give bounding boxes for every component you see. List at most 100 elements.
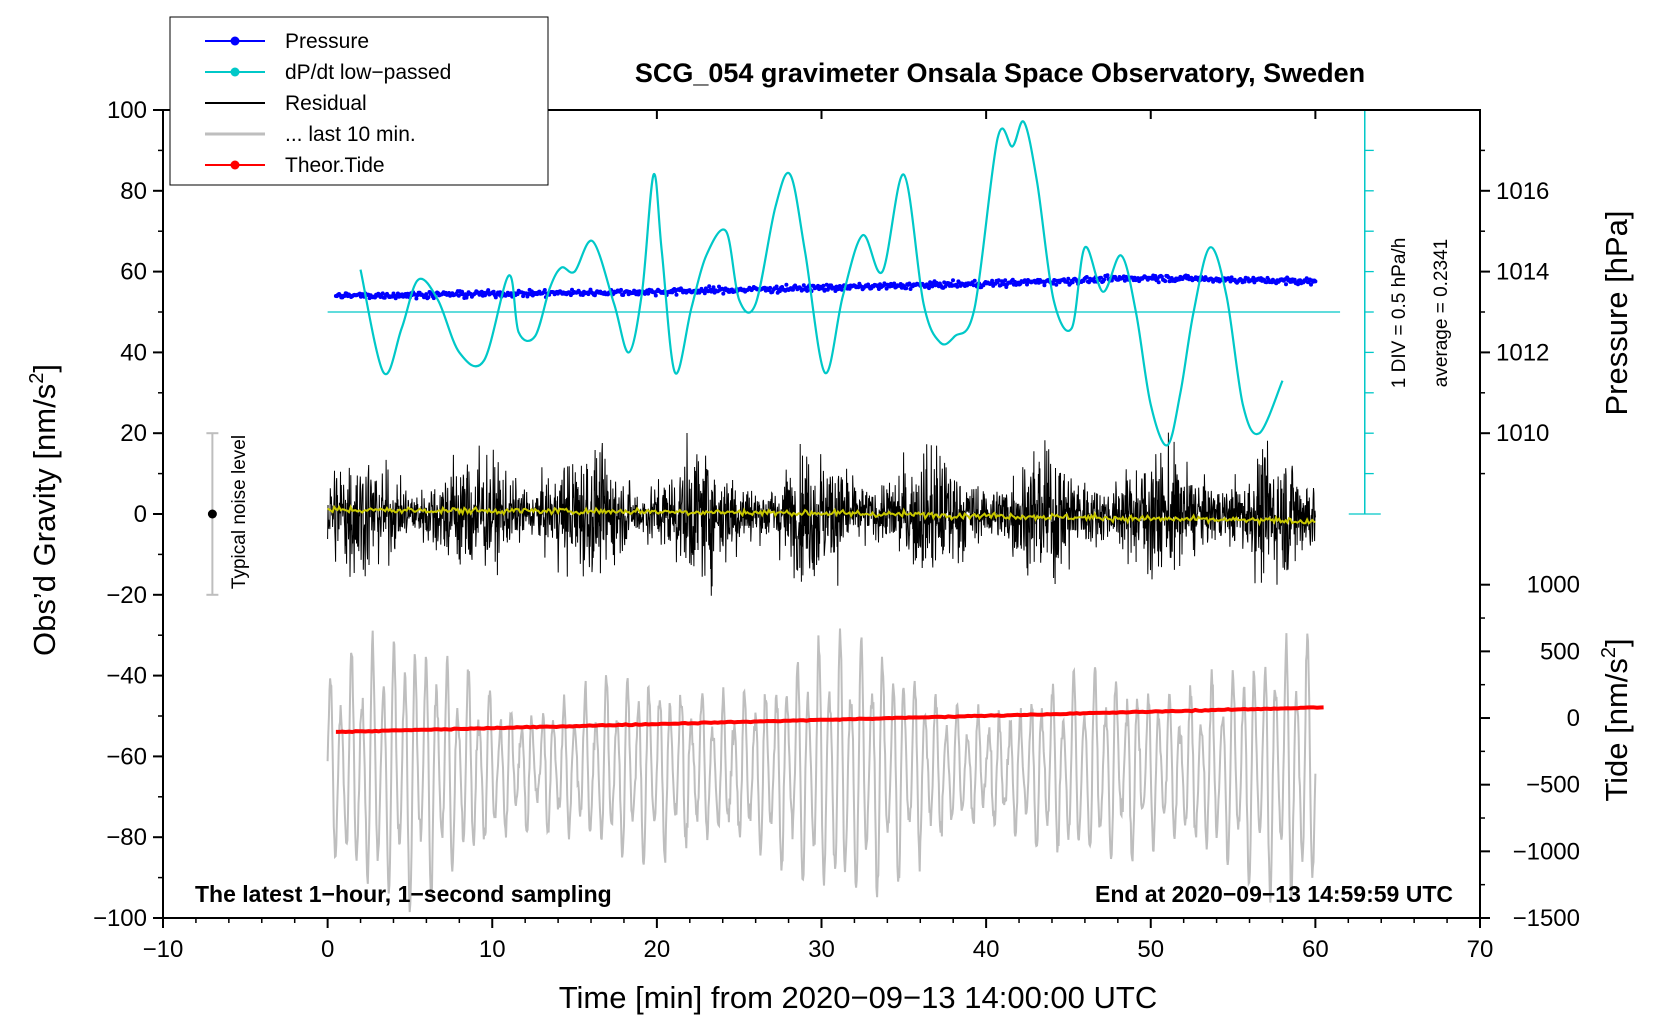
y-tick-label: 40	[120, 339, 147, 366]
pressure-point	[491, 289, 496, 294]
pressure-point	[1066, 276, 1071, 281]
pressure-point	[431, 296, 436, 301]
tide-tick-label: 0	[1567, 705, 1580, 732]
tide-tick-label: −1500	[1513, 905, 1580, 932]
y-tick-label: −100	[93, 905, 147, 932]
legend-label: Pressure	[285, 30, 369, 53]
sampling-note: The latest 1−hour, 1−second sampling	[195, 881, 612, 907]
x-tick-label: 60	[1302, 936, 1329, 963]
average-label: average = 0.2341	[1431, 239, 1452, 387]
y-tick-label: −80	[106, 824, 147, 851]
y-tick-label: 100	[107, 97, 147, 124]
pressure-point	[972, 278, 977, 283]
series-last-10-min	[326, 628, 1317, 913]
series-residual	[327, 432, 1316, 596]
legend-label: Residual	[285, 92, 367, 115]
pressure-point	[653, 293, 658, 298]
legend-label: dP/dt low−passed	[285, 61, 451, 84]
pressure-point	[839, 287, 844, 292]
tide-axis-title-main: Tide [nm/s	[1599, 658, 1634, 802]
pressure-point	[1084, 275, 1089, 279]
series-theor-tide	[335, 705, 1324, 735]
overlay-layer	[206, 109, 1381, 596]
x-tick-label: 40	[973, 936, 1000, 963]
pressure-point	[1003, 278, 1008, 283]
pressure-point	[884, 286, 889, 291]
left-axis-title-tail: ]	[27, 364, 62, 373]
pressure-point	[1284, 282, 1288, 287]
pressure-point	[1186, 274, 1190, 278]
tide-axis-title: Tide [nm/s2]	[1598, 638, 1634, 801]
pressure-point	[1025, 282, 1029, 287]
y-tick-label: 0	[134, 501, 147, 528]
pressure-point	[1166, 275, 1171, 280]
pressure-point	[1002, 282, 1007, 287]
pressure-point	[927, 286, 931, 291]
pressure-point	[542, 288, 547, 292]
pressure-point	[768, 285, 773, 290]
tide-tick-label: −1000	[1513, 838, 1580, 865]
pressure-point	[493, 295, 498, 300]
legend-label: Theor.Tide	[285, 154, 385, 177]
pressure-point	[1065, 280, 1070, 284]
pressure-point	[951, 278, 955, 283]
x-tick-label: 20	[644, 936, 671, 963]
legend-marker	[230, 160, 240, 170]
tide-axis-title-tail: ]	[1599, 638, 1634, 647]
y-tick-label: −20	[106, 582, 147, 609]
series-layer	[326, 273, 1324, 913]
x-tick-label: 50	[1137, 936, 1164, 963]
pressure-point	[777, 289, 782, 294]
y-tick-label: 20	[120, 420, 147, 447]
pressure-point	[1102, 277, 1107, 282]
y-tick-label: 60	[120, 259, 147, 286]
legend-items: Pressure dP/dt low−passed Residual ... last…	[205, 30, 451, 177]
pressure-point	[801, 283, 806, 288]
left-axis-title-main: Obs’d Gravity [nm/s	[27, 384, 62, 656]
series-residual-smoothed	[326, 504, 1316, 527]
left-axis-title-sup: 2	[26, 373, 48, 384]
pressure-point	[498, 290, 503, 295]
left-axis-title: Obs’d Gravity [nm/s2]	[26, 364, 62, 656]
pressure-point	[1042, 283, 1047, 288]
pressure-point	[1309, 282, 1313, 287]
series-pressure	[333, 273, 1318, 301]
pressure-point	[380, 291, 385, 296]
chart-title: SCG_054 gravimeter Onsala Space Observat…	[635, 58, 1365, 88]
pressure-point	[990, 278, 995, 283]
pressure-point	[711, 285, 716, 290]
pressure-point	[1051, 281, 1056, 286]
x-axis-title: Time [min] from 2020−09−13 14:00:00 UTC	[559, 980, 1158, 1015]
pressure-point	[955, 284, 960, 289]
pressure-point	[930, 284, 935, 289]
legend: Pressure dP/dt low−passed Residual ... last…	[169, 16, 549, 186]
pressure-point	[996, 278, 1001, 283]
pressure-point	[1004, 285, 1009, 289]
pressure-point	[414, 296, 419, 301]
pressure-point	[426, 295, 431, 300]
legend-label: ... last 10 min.	[285, 123, 416, 146]
pressure-point	[892, 281, 897, 286]
pressure-tick-label: 1014	[1496, 259, 1549, 286]
pressure-point	[1054, 282, 1059, 287]
axes-layer: −10 0 10 20 30 40 50 60 70100806040200−20−40−60−…	[93, 97, 1580, 963]
pressure-point	[1242, 279, 1247, 284]
pressure-point	[805, 288, 810, 293]
tide-tick-label: −500	[1526, 772, 1580, 799]
pressure-point	[1099, 275, 1103, 280]
x-tick-label: 0	[321, 936, 334, 963]
noise-bar-center	[207, 509, 217, 519]
series-dpdt	[359, 120, 1284, 447]
x-tick-label: 10	[479, 936, 506, 963]
pressure-point	[674, 292, 679, 297]
pressure-axis-title: Pressure [hPa]	[1599, 210, 1634, 415]
pressure-point	[1105, 273, 1110, 278]
scale-division-label: 1 DIV = 0.5 hPa/h	[1389, 238, 1410, 389]
pressure-point	[702, 291, 707, 296]
pressure-point	[486, 288, 491, 293]
pressure-point	[721, 291, 726, 296]
pressure-point	[707, 284, 712, 289]
pressure-point	[424, 292, 429, 297]
pressure-point	[1296, 282, 1300, 287]
